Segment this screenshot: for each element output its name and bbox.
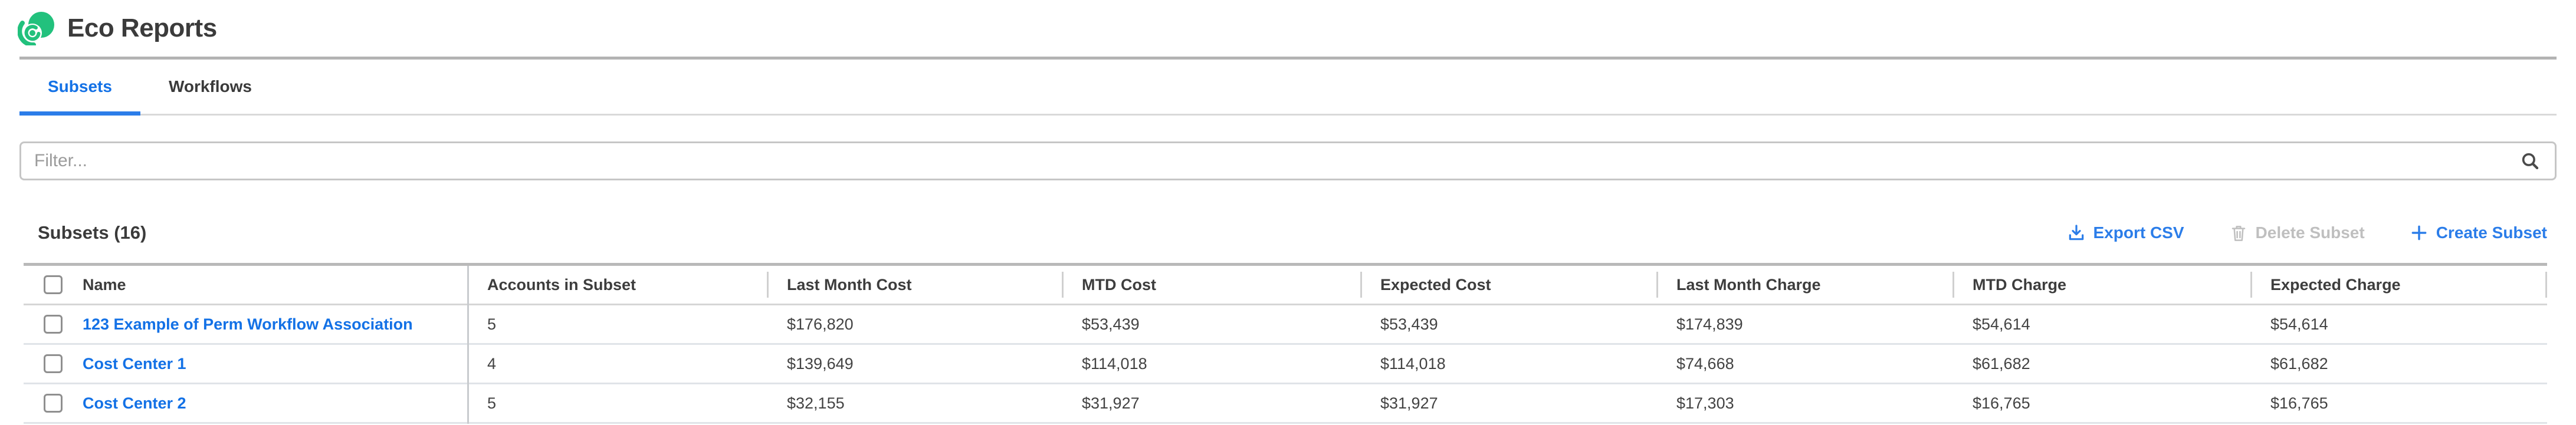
cell-last-month-charge: $17,303	[1676, 394, 1734, 412]
cell-mtd-charge: $61,682	[1973, 354, 2030, 373]
subsets-table: Name Accounts in Subset Last Month Cost MTD…	[24, 263, 2547, 424]
checkbox-cell	[24, 345, 83, 383]
select-all-checkbox[interactable]	[44, 275, 63, 294]
table-row: 123 Example of Perm Workflow Association…	[24, 305, 2547, 345]
column-header-expected-charge[interactable]: Expected Charge	[2250, 266, 2547, 304]
column-header-last-month-charge[interactable]: Last Month Charge	[1656, 266, 1952, 304]
tab-workflows[interactable]: Workflows	[168, 77, 252, 95]
cell-expected-charge: $16,765	[2270, 394, 2328, 412]
row-checkbox[interactable]	[44, 354, 63, 373]
cell-last-month-charge: $174,839	[1676, 315, 1743, 333]
header-divider	[19, 57, 2557, 60]
download-icon	[2069, 225, 2083, 240]
page-title: Eco Reports	[67, 14, 217, 42]
cell-expected-cost: $31,927	[1380, 394, 1438, 412]
subset-name-link[interactable]: Cost Center 1	[83, 354, 186, 373]
column-header-mtd-cost[interactable]: MTD Cost	[1062, 266, 1360, 304]
app-header: Eco Reports	[0, 0, 2576, 57]
delete-subset-button[interactable]: Delete Subset	[2229, 223, 2365, 242]
checkbox-cell	[24, 384, 83, 422]
checkbox-cell	[24, 305, 83, 343]
name-column-divider	[467, 266, 469, 424]
toolbar-actions: Export CSV Delete Subset Create Subset	[2067, 223, 2547, 242]
cell-expected-charge: $54,614	[2270, 315, 2328, 333]
cell-mtd-cost: $31,927	[1082, 394, 1140, 412]
cell-mtd-cost: $114,018	[1082, 354, 1147, 373]
table-row: Cost Center 1 4 $139,649 $114,018 $114,018 $7…	[24, 345, 2547, 384]
subset-name-link[interactable]: 123 Example of Perm Workflow Association	[83, 315, 413, 333]
plus-icon	[2411, 225, 2427, 240]
table-row: Cost Center 2 5 $32,155 $31,927 $31,927 $17,3…	[24, 384, 2547, 424]
column-header-mtd-charge[interactable]: MTD Charge	[1952, 266, 2250, 304]
subsets-toolbar: Subsets (16) Export CSV Delete Subset Cr…	[38, 219, 2547, 246]
column-header-last-month-cost[interactable]: Last Month Cost	[767, 266, 1062, 304]
cell-accounts-in-subset: 4	[487, 354, 497, 373]
filter-input[interactable]	[19, 141, 2557, 180]
table-body: 123 Example of Perm Workflow Association…	[24, 305, 2547, 424]
table-header-row: Name Accounts in Subset Last Month Cost MTD…	[24, 263, 2547, 305]
subset-name-cell: Cost Center 2	[83, 384, 467, 422]
filter-bar	[19, 141, 2557, 180]
cell-mtd-charge: $54,614	[1973, 315, 2030, 333]
cell-last-month-cost: $139,649	[787, 354, 854, 373]
export-csv-label: Export CSV	[2093, 223, 2184, 242]
cell-mtd-charge: $16,765	[1973, 394, 2030, 412]
create-subset-label: Create Subset	[2436, 223, 2547, 242]
cell-last-month-cost: $176,820	[787, 315, 854, 333]
cell-expected-cost: $53,439	[1380, 315, 1438, 333]
cell-expected-charge: $61,682	[2270, 354, 2328, 373]
cell-accounts-in-subset: 5	[487, 315, 497, 333]
subset-name-cell: Cost Center 1	[83, 345, 467, 383]
column-header-name[interactable]: Name	[83, 275, 126, 294]
checkbox-cell	[24, 266, 83, 304]
tab-subsets[interactable]: Subsets	[19, 60, 140, 116]
subsets-count-heading: Subsets (16)	[38, 222, 147, 243]
export-csv-button[interactable]: Export CSV	[2067, 223, 2184, 242]
tab-bar: Subsets Workflows	[19, 60, 2557, 116]
subset-name-link[interactable]: Cost Center 2	[83, 394, 186, 412]
create-subset-button[interactable]: Create Subset	[2410, 223, 2547, 242]
cell-last-month-cost: $32,155	[787, 394, 845, 412]
row-checkbox[interactable]	[44, 315, 63, 334]
row-checkbox[interactable]	[44, 394, 63, 413]
delete-subset-label: Delete Subset	[2255, 223, 2365, 242]
search-icon	[2522, 153, 2539, 170]
cell-mtd-cost: $53,439	[1082, 315, 1140, 333]
column-header-accounts-in-subset[interactable]: Accounts in Subset	[487, 275, 636, 294]
cell-expected-cost: $114,018	[1380, 354, 1446, 373]
cell-last-month-charge: $74,668	[1676, 354, 1734, 373]
cell-accounts-in-subset: 5	[487, 394, 497, 412]
column-header-expected-cost[interactable]: Expected Cost	[1360, 266, 1656, 304]
eco-brand-logo-icon	[18, 12, 54, 45]
trash-icon	[2232, 226, 2245, 241]
subset-name-cell: 123 Example of Perm Workflow Association	[83, 305, 467, 343]
